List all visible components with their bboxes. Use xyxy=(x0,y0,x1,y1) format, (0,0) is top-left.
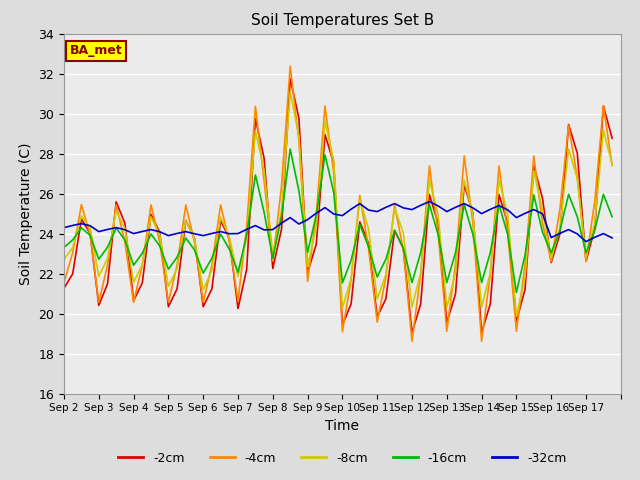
Title: Soil Temperatures Set B: Soil Temperatures Set B xyxy=(251,13,434,28)
Text: BA_met: BA_met xyxy=(70,44,122,58)
Y-axis label: Soil Temperature (C): Soil Temperature (C) xyxy=(19,143,33,285)
X-axis label: Time: Time xyxy=(325,419,360,433)
Legend: -2cm, -4cm, -8cm, -16cm, -32cm: -2cm, -4cm, -8cm, -16cm, -32cm xyxy=(113,447,572,469)
